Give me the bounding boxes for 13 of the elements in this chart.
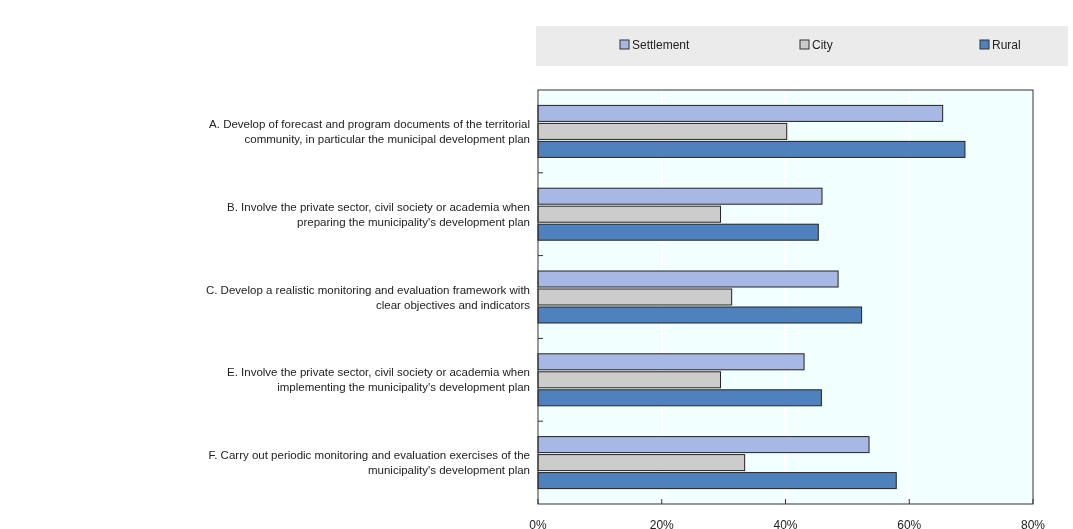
y-tick-label: B. Involve the private sector, civil society or academia when preparing the municipality's development plan xyxy=(227,200,530,228)
x-tick-label: 20% xyxy=(649,518,675,529)
y-tick-label: A. Develop of forecast and program documents of the territorial community, in particular the municipal development plan xyxy=(209,117,530,145)
x-tick-label: 0% xyxy=(529,518,547,529)
y-tick-label: E. Involve the private sector, civil society or academia when implementing the municipality's development plan xyxy=(227,366,530,394)
x-tick-label: 40% xyxy=(773,518,798,529)
legend-label: Rural xyxy=(992,38,1021,52)
legend-label: Settlement xyxy=(632,38,691,52)
x-tick-label: 80% xyxy=(1020,518,1046,529)
legend-label: City xyxy=(812,38,833,52)
y-tick-label: F. Carry out periodic monitoring and evaluation exercises of the municipality's development plan xyxy=(208,449,530,477)
y-tick-label: C. Develop a realistic monitoring and evaluation framework with clear objectives and indicators xyxy=(205,283,531,311)
x-tick-label: 60% xyxy=(897,518,922,529)
